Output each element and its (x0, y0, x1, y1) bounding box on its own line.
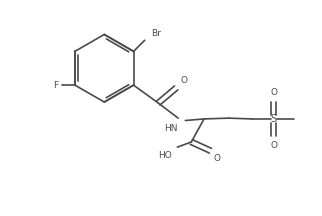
Text: HN: HN (164, 124, 177, 133)
Text: O: O (180, 76, 187, 85)
Text: O: O (270, 88, 277, 97)
Text: HO: HO (158, 151, 171, 160)
Text: O: O (270, 141, 277, 150)
Text: S: S (271, 114, 277, 124)
Text: Br: Br (151, 29, 161, 38)
Text: F: F (53, 81, 58, 90)
Text: O: O (213, 154, 221, 163)
